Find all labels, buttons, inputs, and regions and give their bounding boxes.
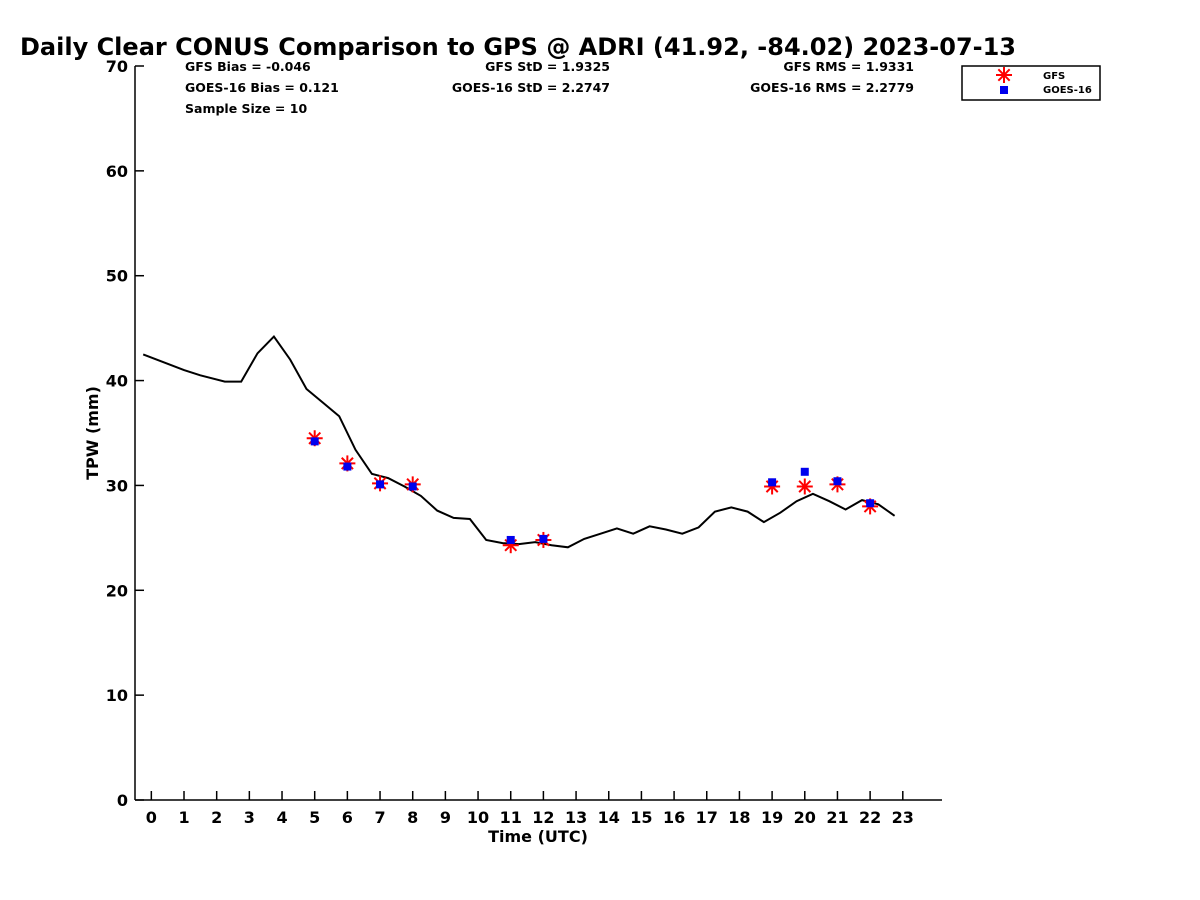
goes16-point <box>376 480 385 489</box>
gfs-bias-stat: GFS Bias = -0.046 <box>185 59 311 74</box>
x-tick-label: 4 <box>276 808 287 827</box>
x-tick-label: 15 <box>630 808 652 827</box>
plot-area <box>142 334 896 554</box>
goes-bias-stat: GOES-16 Bias = 0.121 <box>185 80 339 95</box>
x-tick-label: 13 <box>565 808 587 827</box>
gfs-point <box>796 478 813 495</box>
y-axis-label: TPW (mm) <box>83 386 102 480</box>
legend-gfs-label: GFS <box>1043 71 1065 82</box>
legend-box <box>961 65 1101 101</box>
x-tick-label: 18 <box>728 808 750 827</box>
x-tick-label: 23 <box>892 808 914 827</box>
y-ticks: 0 10 20 30 40 50 60 70 <box>106 57 144 810</box>
x-tick-label: 8 <box>407 808 418 827</box>
x-ticks: 0 1 2 3 4 5 6 7 8 9 10 11 12 13 14 15 16 17 18 19 20 21 22 23 <box>146 791 914 827</box>
legend-gfs-asterisk <box>996 67 1012 83</box>
goes16-point <box>506 535 515 544</box>
gfs-rms-stat: GFS RMS = 1.9331 <box>783 59 914 74</box>
x-tick-label: 3 <box>244 808 255 827</box>
sample-size-stat: Sample Size = 10 <box>185 101 307 116</box>
goes16-point <box>539 534 548 543</box>
x-tick-label: 0 <box>146 808 157 827</box>
y-tick-label: 60 <box>106 162 128 181</box>
x-tick-label: 11 <box>500 808 522 827</box>
x-tick-label: 5 <box>309 808 320 827</box>
x-tick-label: 16 <box>663 808 685 827</box>
x-tick-label: 10 <box>467 808 489 827</box>
gps-tpw-line <box>142 334 896 549</box>
legend-goes-square-icon <box>1000 86 1008 94</box>
x-tick-label: 1 <box>178 808 189 827</box>
goes16-point <box>866 499 875 508</box>
chart-title: Daily Clear CONUS Comparison to GPS @ AD… <box>20 33 1016 61</box>
legend: GFS GOES-16 <box>961 65 1101 101</box>
goes16-point <box>768 478 777 487</box>
goes16-point <box>408 482 417 491</box>
y-tick-label: 20 <box>106 581 128 600</box>
x-tick-label: 22 <box>859 808 881 827</box>
goes16-point <box>833 477 842 486</box>
x-tick-label: 2 <box>211 808 222 827</box>
x-axis-label: Time (UTC) <box>488 827 588 846</box>
stats-block: GFS Bias = -0.046 GOES-16 Bias = 0.121 S… <box>185 59 914 116</box>
legend-goes-label: GOES-16 <box>1043 85 1092 96</box>
x-tick-label: 9 <box>440 808 451 827</box>
x-tick-label: 21 <box>826 808 848 827</box>
x-tick-label: 14 <box>598 808 620 827</box>
legend-gfs-asterisk-icon <box>996 67 1012 83</box>
y-tick-label: 10 <box>106 686 128 705</box>
goes-std-stat: GOES-16 StD = 2.2747 <box>452 80 610 95</box>
y-tick-label: 70 <box>106 57 128 76</box>
legend-goes-square <box>1000 86 1008 94</box>
y-tick-label: 30 <box>106 476 128 495</box>
goes16-point <box>310 437 319 446</box>
goes-rms-stat: GOES-16 RMS = 2.2779 <box>750 80 914 95</box>
x-tick-label: 20 <box>794 808 816 827</box>
gfs-std-stat: GFS StD = 1.9325 <box>485 59 610 74</box>
y-tick-label: 40 <box>106 372 128 391</box>
x-tick-label: 12 <box>532 808 554 827</box>
goes16-point <box>800 467 809 476</box>
y-tick-label: 0 <box>117 791 128 810</box>
axes <box>134 66 942 801</box>
goes16-point <box>343 462 352 471</box>
y-tick-label: 50 <box>106 267 128 286</box>
x-tick-label: 17 <box>696 808 718 827</box>
x-tick-label: 19 <box>761 808 783 827</box>
x-tick-label: 7 <box>374 808 385 827</box>
x-tick-label: 6 <box>342 808 353 827</box>
